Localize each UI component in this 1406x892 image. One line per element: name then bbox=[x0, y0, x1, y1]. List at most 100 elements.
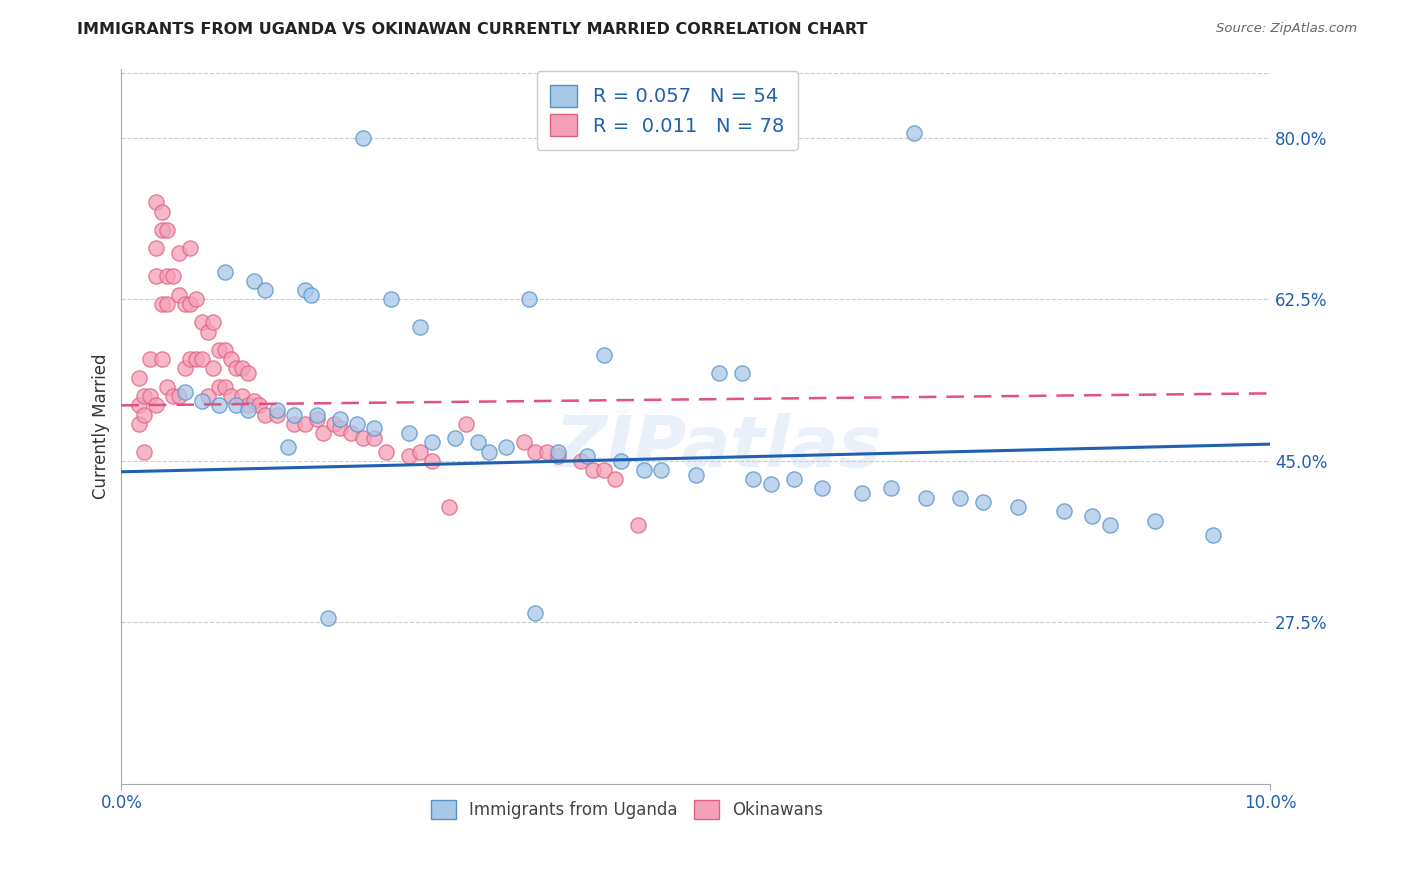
Point bbox=[299, 287, 322, 301]
Point bbox=[128, 398, 150, 412]
Point bbox=[593, 463, 616, 477]
Point bbox=[208, 343, 231, 357]
Point bbox=[179, 297, 201, 311]
Point bbox=[225, 398, 247, 412]
Point bbox=[145, 398, 167, 412]
Point bbox=[524, 444, 547, 458]
Point bbox=[398, 449, 420, 463]
Point bbox=[173, 297, 195, 311]
Point bbox=[134, 444, 156, 458]
Point bbox=[352, 130, 374, 145]
Point bbox=[167, 246, 190, 260]
Point bbox=[605, 472, 627, 486]
Point bbox=[214, 343, 236, 357]
Point bbox=[627, 518, 650, 533]
Point bbox=[707, 366, 730, 380]
Point bbox=[197, 389, 219, 403]
Point bbox=[236, 398, 259, 412]
Point bbox=[903, 126, 925, 140]
Point bbox=[633, 463, 655, 477]
Point bbox=[214, 264, 236, 278]
Point bbox=[156, 297, 179, 311]
Point bbox=[1007, 500, 1029, 514]
Point bbox=[247, 398, 270, 412]
Point bbox=[478, 444, 501, 458]
Point bbox=[1052, 504, 1074, 518]
Point bbox=[202, 315, 225, 329]
Point bbox=[254, 408, 277, 422]
Point bbox=[150, 223, 173, 237]
Point bbox=[1144, 514, 1167, 528]
Point bbox=[173, 384, 195, 399]
Point bbox=[231, 389, 253, 403]
Point bbox=[231, 361, 253, 376]
Point bbox=[139, 352, 162, 367]
Point bbox=[512, 435, 534, 450]
Point bbox=[128, 417, 150, 431]
Point bbox=[569, 454, 592, 468]
Point bbox=[731, 366, 754, 380]
Point bbox=[202, 361, 225, 376]
Point bbox=[437, 500, 460, 514]
Point bbox=[742, 472, 765, 486]
Point bbox=[650, 463, 672, 477]
Point bbox=[294, 283, 316, 297]
Point bbox=[949, 491, 972, 505]
Point bbox=[242, 393, 264, 408]
Point bbox=[536, 444, 558, 458]
Point bbox=[495, 440, 517, 454]
Point bbox=[145, 242, 167, 256]
Point bbox=[456, 417, 478, 431]
Point bbox=[1098, 518, 1121, 533]
Point bbox=[346, 417, 368, 431]
Point bbox=[329, 421, 352, 435]
Point bbox=[374, 444, 396, 458]
Point bbox=[294, 417, 316, 431]
Point bbox=[305, 412, 328, 426]
Point bbox=[191, 352, 214, 367]
Point bbox=[311, 425, 333, 440]
Point bbox=[517, 292, 540, 306]
Point bbox=[851, 486, 873, 500]
Point bbox=[128, 370, 150, 384]
Point bbox=[145, 195, 167, 210]
Point bbox=[811, 482, 834, 496]
Point bbox=[219, 352, 242, 367]
Point bbox=[184, 292, 207, 306]
Point bbox=[145, 269, 167, 284]
Point bbox=[420, 454, 443, 468]
Point bbox=[156, 380, 179, 394]
Point bbox=[305, 408, 328, 422]
Point bbox=[225, 361, 247, 376]
Point bbox=[162, 269, 184, 284]
Point bbox=[191, 315, 214, 329]
Point bbox=[467, 435, 489, 450]
Text: ZIPatlas: ZIPatlas bbox=[555, 413, 883, 482]
Point bbox=[236, 403, 259, 417]
Point bbox=[593, 348, 616, 362]
Point bbox=[547, 444, 569, 458]
Point bbox=[150, 297, 173, 311]
Point bbox=[242, 274, 264, 288]
Point bbox=[283, 417, 305, 431]
Point bbox=[880, 482, 903, 496]
Point bbox=[581, 463, 603, 477]
Point bbox=[167, 389, 190, 403]
Point bbox=[197, 325, 219, 339]
Point bbox=[409, 444, 432, 458]
Point bbox=[363, 421, 385, 435]
Point bbox=[219, 389, 242, 403]
Point bbox=[184, 352, 207, 367]
Point bbox=[156, 223, 179, 237]
Point bbox=[173, 361, 195, 376]
Point bbox=[316, 610, 339, 624]
Point bbox=[277, 440, 299, 454]
Point bbox=[575, 449, 598, 463]
Point bbox=[167, 287, 190, 301]
Point bbox=[323, 417, 346, 431]
Point bbox=[134, 408, 156, 422]
Point bbox=[208, 380, 231, 394]
Legend: Immigrants from Uganda, Okinawans: Immigrants from Uganda, Okinawans bbox=[423, 793, 830, 825]
Point bbox=[352, 431, 374, 445]
Point bbox=[420, 435, 443, 450]
